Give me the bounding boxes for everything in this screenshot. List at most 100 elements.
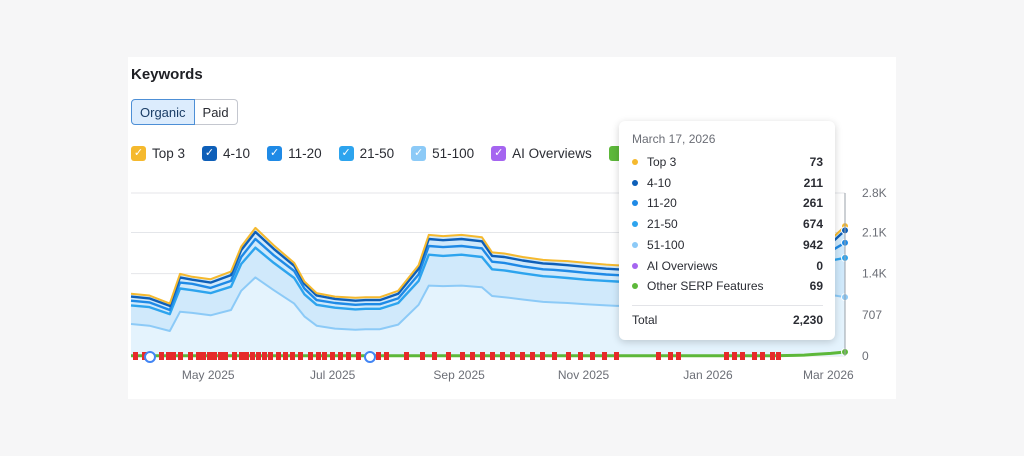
tooltip-row: 51-100 942 bbox=[632, 237, 823, 253]
google-update-icon bbox=[144, 351, 156, 363]
annotation-flag bbox=[322, 352, 327, 360]
x-tick-label: Sep 2025 bbox=[433, 368, 485, 382]
annotation-flag bbox=[432, 352, 437, 360]
annotation-flag bbox=[316, 352, 321, 360]
annotation-flag bbox=[338, 352, 343, 360]
annotation-flag bbox=[552, 352, 557, 360]
y-tick-label: 1.4K bbox=[862, 267, 887, 281]
legend-label: 51-100 bbox=[432, 146, 475, 161]
series-dot-icon bbox=[632, 179, 638, 186]
series-dot-icon bbox=[632, 159, 638, 165]
tooltip-row-label: AI Overviews bbox=[647, 258, 718, 273]
tooltip-row-value: 73 bbox=[809, 155, 823, 169]
series-dot-icon bbox=[632, 200, 638, 207]
annotation-flag bbox=[446, 352, 451, 360]
chart-legend: ✓ Top 3 ✓ 4-10 ✓ 11-20 ✓ 21-50 ✓ 51-100 … bbox=[131, 146, 647, 161]
annotation-flag bbox=[188, 352, 193, 360]
tab-organic[interactable]: Organic bbox=[131, 99, 195, 125]
annotation-flag bbox=[668, 352, 673, 360]
annotation-flag bbox=[218, 352, 223, 360]
y-tick-label: 0 bbox=[862, 349, 869, 363]
annotation-flag bbox=[724, 352, 729, 360]
checkbox-icon: ✓ bbox=[411, 146, 427, 161]
tooltip-row-label: Other SERP Features bbox=[647, 279, 764, 294]
annotation-flag bbox=[510, 352, 515, 360]
annotation-flag bbox=[566, 352, 571, 360]
legend-label: 21-50 bbox=[359, 146, 395, 161]
legend-label: AI Overviews bbox=[512, 146, 592, 161]
x-tick-label: Jul 2025 bbox=[310, 368, 356, 382]
annotation-flag bbox=[376, 352, 381, 360]
tooltip-row-label: 4-10 bbox=[647, 175, 672, 190]
tab-paid[interactable]: Paid bbox=[194, 99, 238, 125]
checkbox-icon: ✓ bbox=[267, 146, 283, 161]
annotation-flag bbox=[420, 352, 425, 360]
google-update-icon bbox=[364, 351, 376, 363]
tooltip-row-value: 0 bbox=[816, 258, 823, 273]
x-tick-label: Jan 2026 bbox=[683, 368, 733, 382]
y-tick-label: 707 bbox=[862, 308, 882, 322]
legend-item-4-10[interactable]: ✓ 4-10 bbox=[202, 146, 250, 161]
annotation-flag bbox=[298, 352, 303, 360]
annotation-flag bbox=[760, 352, 765, 360]
series-dot-icon bbox=[632, 262, 638, 269]
annotation-flag bbox=[490, 352, 495, 360]
tooltip-row-value: 69 bbox=[809, 279, 823, 294]
annotation-flag bbox=[590, 352, 595, 360]
annotation-flag bbox=[159, 352, 164, 360]
annotation-flag bbox=[283, 352, 288, 360]
tooltip-row-value: 674 bbox=[802, 217, 823, 232]
annotation-flag bbox=[470, 352, 475, 360]
annotation-flag bbox=[212, 352, 217, 360]
annotation-flag bbox=[578, 352, 583, 360]
annotation-flag bbox=[166, 352, 171, 360]
annotation-flag bbox=[232, 352, 237, 360]
legend-item-top3[interactable]: ✓ Top 3 bbox=[131, 146, 185, 161]
annotation-flag bbox=[404, 352, 409, 360]
tooltip-row: Other SERP Features 69 bbox=[632, 278, 823, 294]
x-tick-label: Mar 2026 bbox=[803, 368, 854, 382]
legend-item-ai-overviews[interactable]: ✓ AI Overviews bbox=[491, 146, 592, 161]
checkbox-icon: ✓ bbox=[131, 146, 146, 161]
annotation-flag bbox=[276, 352, 281, 360]
tooltip-row-value: 261 bbox=[802, 196, 823, 211]
annotation-flag bbox=[602, 352, 607, 360]
annotation-flag bbox=[250, 352, 255, 360]
annotation-flag bbox=[770, 352, 775, 360]
tooltip-row-label: 11-20 bbox=[647, 196, 677, 211]
tooltip-row-label: 51-100 bbox=[647, 237, 685, 252]
legend-label: 11-20 bbox=[288, 146, 322, 161]
annotation-flag bbox=[530, 352, 535, 360]
legend-label: Top 3 bbox=[152, 146, 186, 161]
checkbox-icon: ✓ bbox=[491, 146, 507, 161]
annotation-flag bbox=[244, 352, 249, 360]
legend-item-51-100[interactable]: ✓ 51-100 bbox=[411, 146, 474, 161]
tooltip-date: March 17, 2026 bbox=[632, 132, 716, 146]
series-dot-icon bbox=[632, 283, 638, 290]
annotation-flag bbox=[201, 352, 206, 360]
tooltip-row-value: 942 bbox=[802, 237, 823, 252]
checkbox-icon: ✓ bbox=[202, 146, 218, 161]
annotation-flag bbox=[171, 352, 176, 360]
annotation-flag bbox=[776, 352, 781, 360]
annotation-flag bbox=[500, 352, 505, 360]
annotation-flag bbox=[520, 352, 525, 360]
legend-item-21-50[interactable]: ✓ 21-50 bbox=[338, 146, 395, 161]
annotation-flag bbox=[740, 352, 745, 360]
tooltip-row-label: 21-50 bbox=[647, 217, 678, 232]
annotation-flag bbox=[256, 352, 261, 360]
annotation-flag bbox=[676, 352, 681, 360]
annotation-flag bbox=[540, 352, 545, 360]
tooltip-row: Top 3 73 bbox=[632, 154, 823, 170]
annotation-flag bbox=[268, 352, 273, 360]
legend-item-11-20[interactable]: ✓ 11-20 bbox=[267, 146, 322, 161]
annotation-flag bbox=[460, 352, 465, 360]
series-dot-icon bbox=[632, 221, 638, 228]
annotation-flag bbox=[239, 352, 244, 360]
tooltip-row: 21-50 674 bbox=[632, 216, 823, 232]
tooltip-total-label: Total bbox=[632, 313, 658, 327]
annotation-flag bbox=[752, 352, 757, 360]
x-tick-label: Nov 2025 bbox=[558, 368, 610, 382]
x-tick-label: May 2025 bbox=[182, 368, 235, 382]
tooltip-total-value: 2,230 bbox=[792, 313, 823, 327]
